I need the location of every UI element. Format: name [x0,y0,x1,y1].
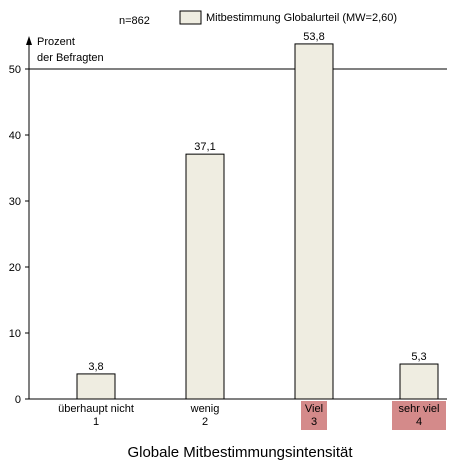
bar-value-label: 3,8 [88,361,103,373]
x-axis-title: Globale Mitbestimmungsintensität [127,444,353,461]
bar-value-label: 37,1 [194,141,215,153]
category-code: 4 [416,416,422,428]
bar-value-label: 53,8 [303,31,324,43]
bar [76,373,116,400]
bars-group: 3,8 37,1 53,8 5,3 [76,31,439,400]
legend-swatch [179,10,202,25]
y-tick-label: 0 [15,394,21,406]
category-name: sehr viel [399,403,440,415]
sample-size-label: n=862 [119,15,150,27]
y-tick-label: 10 [9,328,21,340]
y-tick-label: 30 [9,196,21,208]
category-highlight [392,401,446,430]
y-axis-label-line2: der Befragten [37,52,104,64]
y-tick-label: 20 [9,262,21,274]
axes: 0 10 20 30 40 50 [9,36,447,406]
category-code: 2 [202,416,208,428]
bar [294,43,334,400]
category-highlight [301,401,327,430]
category-code: 1 [93,416,99,428]
y-axis-label-line1: Prozent [37,36,75,48]
category-name: Viel [305,403,323,415]
bar-value-label: 5,3 [411,351,426,363]
y-axis-arrow [26,36,32,45]
legend-entry: Mitbestimmung Globalurteil (MW=2,60) [206,12,397,24]
y-tick-label: 40 [9,130,21,142]
category-name: überhaupt nicht [58,403,134,415]
bar [399,363,439,400]
y-tick-label: 50 [9,64,21,76]
category-code: 3 [311,416,317,428]
category-name: wenig [190,403,220,415]
bar [185,153,225,400]
